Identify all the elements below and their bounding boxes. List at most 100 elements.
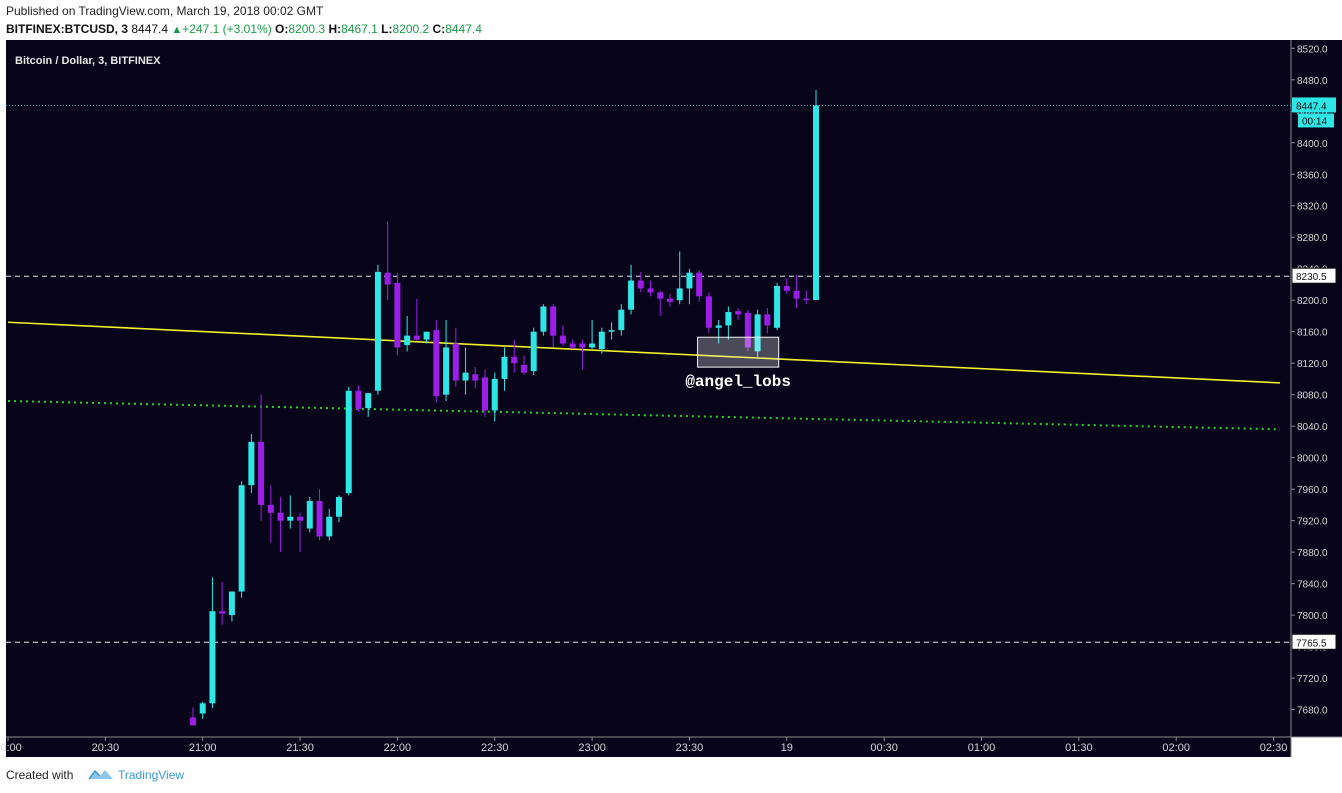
x-tick-label: 20:00 <box>0 742 22 754</box>
x-tick-label: 23:00 <box>578 742 606 754</box>
low-label: L: <box>381 22 393 36</box>
candle-body <box>355 390 362 409</box>
candle <box>355 385 362 413</box>
candle <box>394 272 401 356</box>
candle-body <box>540 306 547 332</box>
x-tick-label: 23:30 <box>676 742 704 754</box>
x-tick-label: 00:30 <box>870 742 898 754</box>
candle <box>705 292 712 334</box>
candle-body <box>550 306 557 336</box>
open-label: O: <box>275 22 289 36</box>
candle <box>287 495 294 529</box>
countdown-tag <box>1298 113 1334 128</box>
candle-body <box>559 335 566 344</box>
price-axis[interactable] <box>1291 40 1342 737</box>
candle-body <box>657 292 664 299</box>
candle <box>452 327 459 387</box>
footer: Created with TradingView <box>0 757 1342 793</box>
candle <box>413 298 420 342</box>
candle-body <box>705 296 712 328</box>
candle-body <box>345 390 352 494</box>
candle-body <box>374 271 381 391</box>
green-dotted-trendline <box>7 399 1281 431</box>
x-tick-label: 01:00 <box>968 742 996 754</box>
candle <box>189 707 196 726</box>
price-tags: 8230.5 7765.5 8447.4 00:14 <box>1291 97 1337 650</box>
x-tick-label: 21:00 <box>189 742 217 754</box>
candle <box>472 367 479 389</box>
candle-body <box>608 330 615 332</box>
candle <box>238 481 245 598</box>
candle <box>589 319 596 350</box>
candle-body <box>647 288 654 293</box>
last-price-tag <box>1292 97 1336 113</box>
candle <box>725 306 732 340</box>
candle-body <box>744 312 751 348</box>
candle <box>384 221 391 301</box>
candle <box>676 251 683 305</box>
candlestick-chart[interactable]: @angel_lobs 8560.08520.08480.08440.08400… <box>0 40 1342 757</box>
candle <box>530 327 537 376</box>
low-value: 8200.2 <box>392 22 430 36</box>
candle <box>433 319 440 403</box>
x-tick-label: 22:00 <box>384 742 412 754</box>
candle-body <box>189 717 196 726</box>
y-tick-label: 7960.0 <box>1297 485 1328 496</box>
candle-body <box>335 497 342 517</box>
y-tick-label: 8360.0 <box>1297 170 1328 181</box>
close-value: 8447.4 <box>445 22 482 36</box>
candle-body <box>258 441 265 505</box>
x-tick-label: 02:30 <box>1260 742 1288 754</box>
candle <box>608 322 615 340</box>
level-price-tag-label: 7765.5 <box>1296 638 1327 649</box>
time-axis[interactable] <box>6 737 1291 757</box>
candle-body <box>423 331 430 340</box>
candle-body <box>491 378 498 411</box>
candle-body <box>248 441 255 486</box>
candle <box>520 355 527 376</box>
candle-body <box>472 374 479 381</box>
candle-body <box>316 500 323 537</box>
candle-body <box>774 286 781 328</box>
candle-body <box>326 516 333 537</box>
candle-body <box>735 311 742 315</box>
candle <box>491 372 498 422</box>
candle <box>219 582 226 625</box>
candle <box>501 347 508 391</box>
x-tick-label: 21:30 <box>286 742 314 754</box>
y-tick-label: 8280.0 <box>1297 233 1328 244</box>
candle <box>365 393 372 417</box>
candle-body <box>686 272 693 289</box>
candle-body <box>433 330 440 397</box>
countdown-tag-label: 00:14 <box>1302 116 1327 127</box>
candle <box>335 495 342 523</box>
candle-body <box>413 335 420 340</box>
created-with-label: Created with <box>6 768 74 782</box>
y-tick-label: 7920.0 <box>1297 517 1328 528</box>
up-arrow-icon: ▲ <box>171 24 183 36</box>
annotation-box <box>697 336 780 368</box>
candle <box>579 339 586 370</box>
candle-body <box>287 516 294 521</box>
candle <box>277 497 284 553</box>
horizontal-levels <box>6 104 1291 643</box>
candle <box>666 293 673 307</box>
tradingview-link[interactable]: TradingView <box>118 768 185 782</box>
y-tick-label: 8080.0 <box>1297 391 1328 402</box>
high-value: 8467.1 <box>341 22 378 36</box>
candle <box>404 315 411 352</box>
yellow-trendline <box>7 321 1281 384</box>
close-label: C: <box>432 22 446 36</box>
candle <box>482 369 489 417</box>
y-tick-label: 7840.0 <box>1297 580 1328 591</box>
published-line: Published on TradingView.com, March 19, … <box>6 4 324 18</box>
tradingview-logo-icon[interactable] <box>88 767 114 781</box>
candle <box>258 394 265 521</box>
candle <box>345 386 352 496</box>
x-tick-label: 19 <box>781 742 793 754</box>
level-price-tag <box>1291 267 1337 284</box>
candle-body <box>803 298 810 301</box>
candle-body <box>813 105 820 300</box>
plot-area[interactable] <box>6 40 1291 737</box>
candle <box>598 327 605 354</box>
